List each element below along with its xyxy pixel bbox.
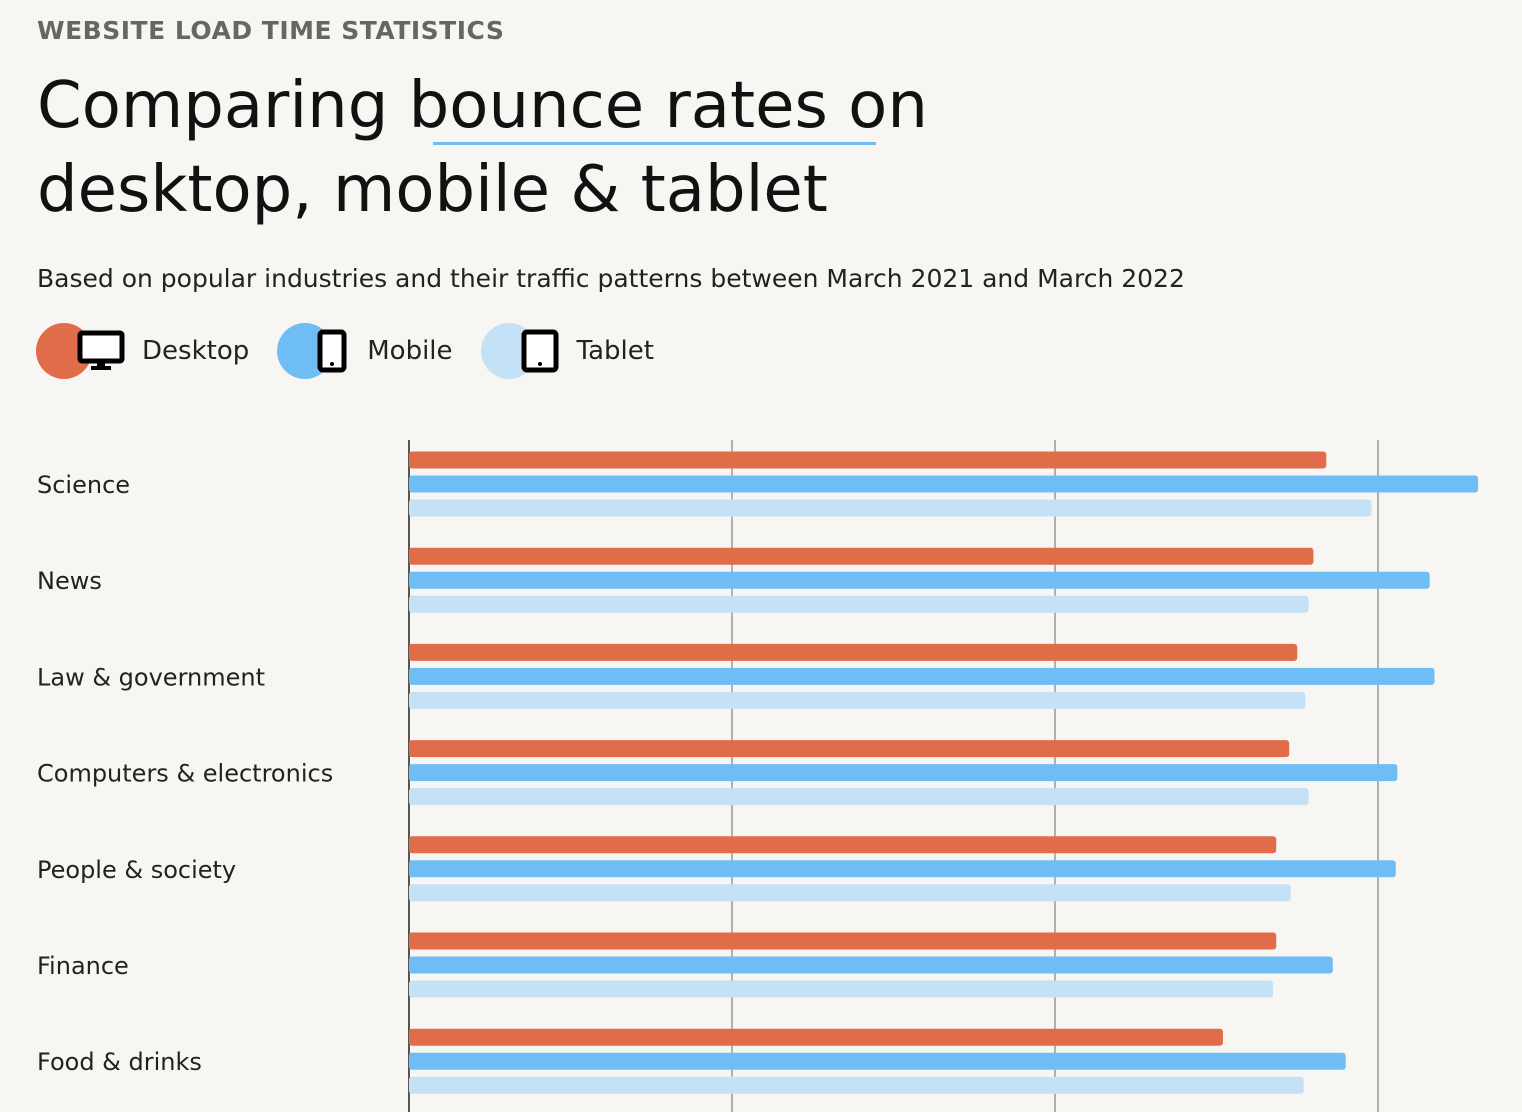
- bar: [409, 860, 1396, 878]
- bar: [409, 595, 1309, 613]
- kicker: WEBSITE LOAD TIME STATISTICS: [37, 16, 505, 45]
- y-tick-label: News: [37, 567, 102, 595]
- title-underline: [433, 142, 876, 145]
- y-tick-label: Food & drinks: [37, 1048, 202, 1076]
- bar: [409, 691, 1306, 709]
- bar: [409, 571, 1430, 589]
- y-tick-label: Computers & electronics: [37, 760, 333, 788]
- bar: [409, 836, 1277, 854]
- bar: [409, 547, 1314, 565]
- chart-title: Comparing bounce rates on desktop, mobil…: [37, 69, 928, 227]
- bar: [409, 475, 1479, 493]
- legend-icon: [36, 323, 125, 379]
- bar: [409, 643, 1298, 661]
- bar: [409, 932, 1277, 950]
- legend: Desktop Mobile Tablet: [36, 322, 654, 380]
- bar: [409, 956, 1333, 974]
- bar: [409, 788, 1309, 806]
- y-tick-label: People & society: [37, 856, 236, 884]
- bar: [409, 667, 1435, 685]
- bar: [409, 740, 1290, 758]
- legend-item: Mobile: [277, 322, 453, 380]
- y-tick-label: Law & government: [37, 663, 265, 691]
- bar: [409, 884, 1291, 902]
- bar: [409, 1052, 1346, 1070]
- y-tick-label: Science: [37, 471, 130, 499]
- bar: [409, 1076, 1304, 1094]
- bar: [409, 1028, 1223, 1046]
- bar: [409, 499, 1372, 517]
- legend-label: Tablet: [576, 336, 654, 366]
- legend-icon: [277, 323, 347, 379]
- legend-icon: [480, 323, 559, 379]
- legend-item: Desktop: [36, 322, 249, 380]
- y-tick-label: Finance: [37, 952, 129, 980]
- bar: [409, 764, 1398, 782]
- bar: [409, 451, 1327, 469]
- subtitle: Based on popular industries and their tr…: [37, 264, 1185, 293]
- bar: [409, 980, 1274, 998]
- legend-item: Tablet: [480, 322, 654, 380]
- legend-label: Desktop: [142, 336, 250, 366]
- legend-label: Mobile: [367, 336, 453, 366]
